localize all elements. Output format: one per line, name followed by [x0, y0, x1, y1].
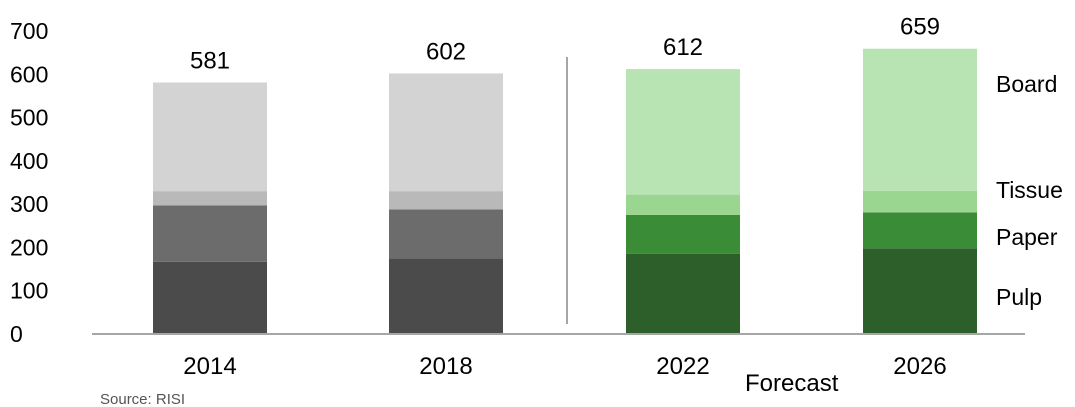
y-tick-label: 400: [10, 148, 48, 174]
y-tick-label: 300: [10, 191, 48, 217]
y-tick-label: 600: [10, 61, 48, 87]
y-tick-label: 200: [10, 234, 48, 260]
source-note: Source: RISI: [100, 391, 185, 407]
bars: [153, 48, 977, 334]
x-axis: 2014 2018 2022 2026: [92, 333, 1025, 380]
total-label: 602: [426, 38, 466, 65]
bar-segment-board-2014: [153, 82, 267, 192]
bar-segment-tissue-2018: [389, 191, 503, 210]
y-tick-label: 0: [10, 321, 23, 347]
series-label-board: Board: [996, 71, 1057, 97]
bar-segment-pulp-2026: [863, 248, 977, 334]
x-tick-label: 2018: [419, 353, 472, 380]
y-axis: 0 100 200 300 400 500 600 700: [10, 18, 48, 347]
series-label-pulp: Pulp: [996, 284, 1042, 310]
y-tick-label: 500: [10, 105, 48, 131]
total-label: 581: [190, 48, 230, 75]
bar-segment-tissue-2014: [153, 191, 267, 206]
bar-segment-tissue-2022: [626, 194, 740, 215]
y-tick-label: 700: [10, 18, 48, 44]
bar-segment-paper-2014: [153, 205, 267, 262]
bar-segment-board-2018: [389, 73, 503, 192]
forecast-label: Forecast: [745, 370, 839, 397]
bar-segment-tissue-2026: [863, 190, 977, 213]
bar-segment-pulp-2018: [389, 258, 503, 334]
bar-segment-paper-2018: [389, 209, 503, 259]
bar-segment-board-2022: [626, 69, 740, 195]
bar-segment-pulp-2014: [153, 261, 267, 334]
series-label-paper: Paper: [996, 224, 1058, 250]
x-tick-label: 2022: [656, 353, 709, 380]
bar-segment-paper-2026: [863, 212, 977, 249]
series-labels: Pulp Paper Tissue Board: [996, 71, 1063, 310]
total-labels: 581 602 612 659: [190, 14, 940, 75]
total-label: 612: [663, 34, 703, 61]
x-tick-label: 2014: [183, 353, 236, 380]
bar-segment-board-2026: [863, 48, 977, 191]
bar-segment-pulp-2022: [626, 253, 740, 334]
series-label-tissue: Tissue: [996, 177, 1063, 203]
total-label: 659: [900, 14, 940, 41]
bar-segment-paper-2022: [626, 214, 740, 254]
x-tick-label: 2026: [893, 353, 946, 380]
y-tick-label: 100: [10, 278, 48, 304]
